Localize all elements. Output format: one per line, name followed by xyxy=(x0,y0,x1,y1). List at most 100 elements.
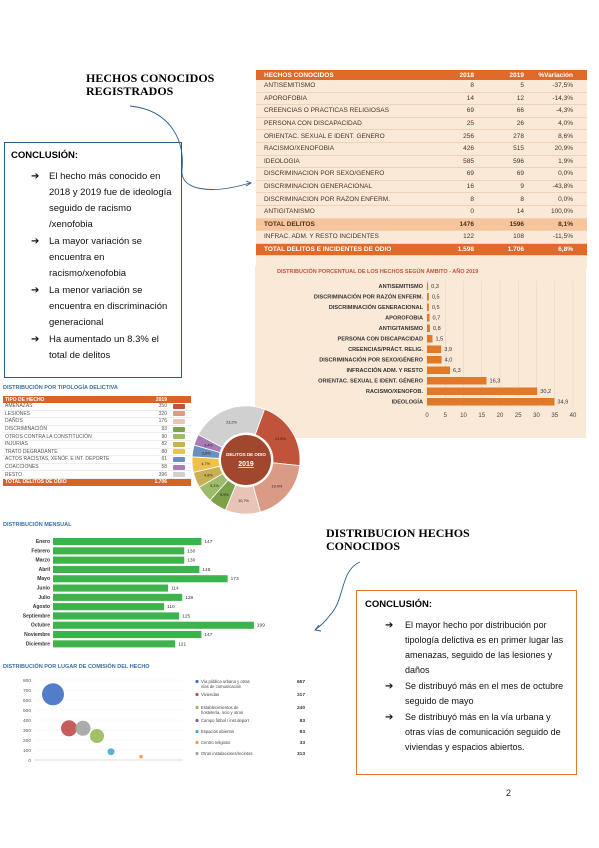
data-label: 0,3 xyxy=(431,284,439,290)
month-value: 125 xyxy=(182,613,190,619)
month-label: Noviembre xyxy=(24,632,50,638)
month-value: 147 xyxy=(204,632,212,638)
slice-label: 10,7% xyxy=(238,499,249,503)
legend-dot xyxy=(195,729,199,734)
row-label: RESTO xyxy=(5,471,23,478)
month-label: Marzo xyxy=(36,558,50,564)
data-label: 4,0 xyxy=(445,358,453,364)
tipologia-row: COACCIONES 58 xyxy=(3,464,191,472)
conclusion-text: La mayor variación se encuentra en racis… xyxy=(49,236,142,279)
bar xyxy=(427,293,429,301)
conclusion-box-2: CONCLUSIÓN: ➔ El mayor hecho por distribu… xyxy=(356,590,577,775)
legend-dot xyxy=(195,751,199,756)
table-row: INFRAC. ADM. Y RESTO INCIDENTES 122 108 -11… xyxy=(256,231,587,244)
table-cell: 25 xyxy=(466,120,474,128)
category-label: ANTIGITANISMO xyxy=(379,326,424,332)
month-bar xyxy=(53,575,228,583)
legend-value: 657 xyxy=(297,679,305,685)
total-value: 1.706 xyxy=(154,479,167,486)
table-cell: -14,3% xyxy=(552,94,573,102)
color-swatch xyxy=(173,449,185,455)
bubble xyxy=(139,754,143,759)
conclusion-text: Se distribuyó más en el mes de octubre s… xyxy=(405,681,564,706)
y-tick: 500 xyxy=(23,708,31,714)
bar xyxy=(427,345,442,353)
month-value: 147 xyxy=(204,539,212,545)
table-row: CREENCIAS O PRÁCTICAS RELIGIOSAS 69 66 -4,3… xyxy=(256,105,587,118)
tick-label: 15 xyxy=(478,413,485,419)
conclusion-text: Se distribuyó más en la vía urbana y otr… xyxy=(405,712,561,752)
tick-label: 5 xyxy=(444,413,448,419)
table-header: HECHOS CONOCIDOS 2018 2019 %Variación xyxy=(256,70,587,80)
header-cell: 2018 xyxy=(459,71,474,79)
color-swatch xyxy=(173,456,185,462)
data-label: 0,5 xyxy=(432,295,440,301)
legend-value: 313 xyxy=(297,751,305,757)
slice-label: 19,4% xyxy=(272,485,283,489)
legend-value: 240 xyxy=(297,705,305,711)
slice-label: 23,2% xyxy=(226,421,237,425)
table-cell: 108 xyxy=(513,233,524,241)
table-cell: ORIENTAC. SEXUAL E IDENT. GÉNERO xyxy=(264,132,385,140)
row-label: INJURIAS xyxy=(5,441,28,448)
category-label: DISCRIMINACIÓN POR SEXO/GÉNERO xyxy=(319,356,423,364)
percent-bar-svg: 0 5 10 15 20 25 30 35 40 ANTISEMITISMO 0,3 DISCRIMI… xyxy=(314,281,577,419)
table-cell: -11,5% xyxy=(552,233,573,241)
tipologia-body: AMENAZAS 350 LESIONES 320 DAÑOS 176 DISCRIMINA… xyxy=(3,403,191,479)
header-cell: HECHOS CONOCIDOS xyxy=(264,71,334,79)
arrow-icon: ➔ xyxy=(31,285,40,296)
tick-label: 0 xyxy=(425,413,429,419)
table-row: DISCRIMINACIÓN POR RAZÓN ENFERM. 8 8 0,0% xyxy=(256,193,587,206)
bar xyxy=(427,282,429,290)
section-title-lugar: DISTRIBUCIÓN POR LUGAR DE COMISIÓN DEL H… xyxy=(3,664,150,670)
table-row: ANTISEMITISMO 8 5 -37,5% xyxy=(256,80,587,93)
table-cell: 8,6% xyxy=(558,132,573,140)
table-cell: INFRAC. ADM. Y RESTO INCIDENTES xyxy=(264,233,379,241)
color-swatch xyxy=(173,434,185,440)
tick-label: 20 xyxy=(497,413,504,419)
month-bar xyxy=(53,640,176,648)
known-facts-table: HECHOS CONOCIDOS 2018 2019 %Variación AN… xyxy=(256,70,587,268)
y-tick: 700 xyxy=(23,688,31,694)
bar xyxy=(427,387,538,395)
month-label: Julio xyxy=(38,595,50,601)
legend-dot xyxy=(195,679,199,684)
month-label: Septiembre xyxy=(23,613,50,619)
bar xyxy=(427,356,442,364)
donut-center xyxy=(221,435,271,485)
table-row: ORIENTAC. SEXUAL E IDENT. GÉNERO 256 278 8,… xyxy=(256,130,587,143)
legend-dot xyxy=(195,718,199,723)
month-value: 110 xyxy=(167,604,175,610)
center-year: 2019 xyxy=(238,461,254,468)
conclusion-text: La menor variación se encuentra en discr… xyxy=(49,285,168,328)
table-cell: 6,8% xyxy=(558,246,573,254)
legend-label: Otras instalaciones/recintos xyxy=(201,751,252,756)
slice-label: 5,5% xyxy=(220,493,229,497)
title-known-line1: HECHOS CONOCIDOS xyxy=(86,71,215,85)
row-label: DISCRIMINACIÓN xyxy=(5,426,47,433)
category-label: CREENCIAS/PRÁCT. RELIG. xyxy=(348,346,423,353)
total-label: TOTAL DELITOS DE ODIO xyxy=(5,479,67,486)
table-cell: -4,3% xyxy=(556,107,573,115)
table-row: DISCRIMINACIÓN GENERACIONAL 16 9 -43,8% xyxy=(256,181,587,194)
row-value: 320 xyxy=(158,410,167,417)
table-cell: DISCRIMINACIÓN GENERACIONAL xyxy=(264,183,372,191)
tick-label: 25 xyxy=(515,413,522,419)
title-known-line2: REGISTRADOS xyxy=(86,84,174,98)
table-cell: TOTAL DELITOS xyxy=(264,220,315,228)
month-label: Febrero xyxy=(31,548,50,554)
y-tick: 400 xyxy=(23,718,31,724)
conclusion-item: ➔ La mayor variación se encuentra en raci… xyxy=(11,234,175,282)
chart-title: DISTRIBUCIÓN PORCENTUAL DE LOS HECHOS SE… xyxy=(277,269,479,275)
row-value: 176 xyxy=(158,418,167,425)
table-cell: 8,1% xyxy=(558,220,573,228)
row-value: 396 xyxy=(158,471,167,478)
data-label: 34,9 xyxy=(557,400,568,406)
month-bar xyxy=(53,538,202,546)
table-row: ANTIGITANISMO 0 14 100,0% xyxy=(256,206,587,219)
month-bar xyxy=(53,603,165,611)
tipologia-total: TOTAL DELITOS DE ODIO 1.706 xyxy=(3,478,191,486)
color-swatch xyxy=(173,472,185,478)
table-cell: 16 xyxy=(466,183,474,191)
